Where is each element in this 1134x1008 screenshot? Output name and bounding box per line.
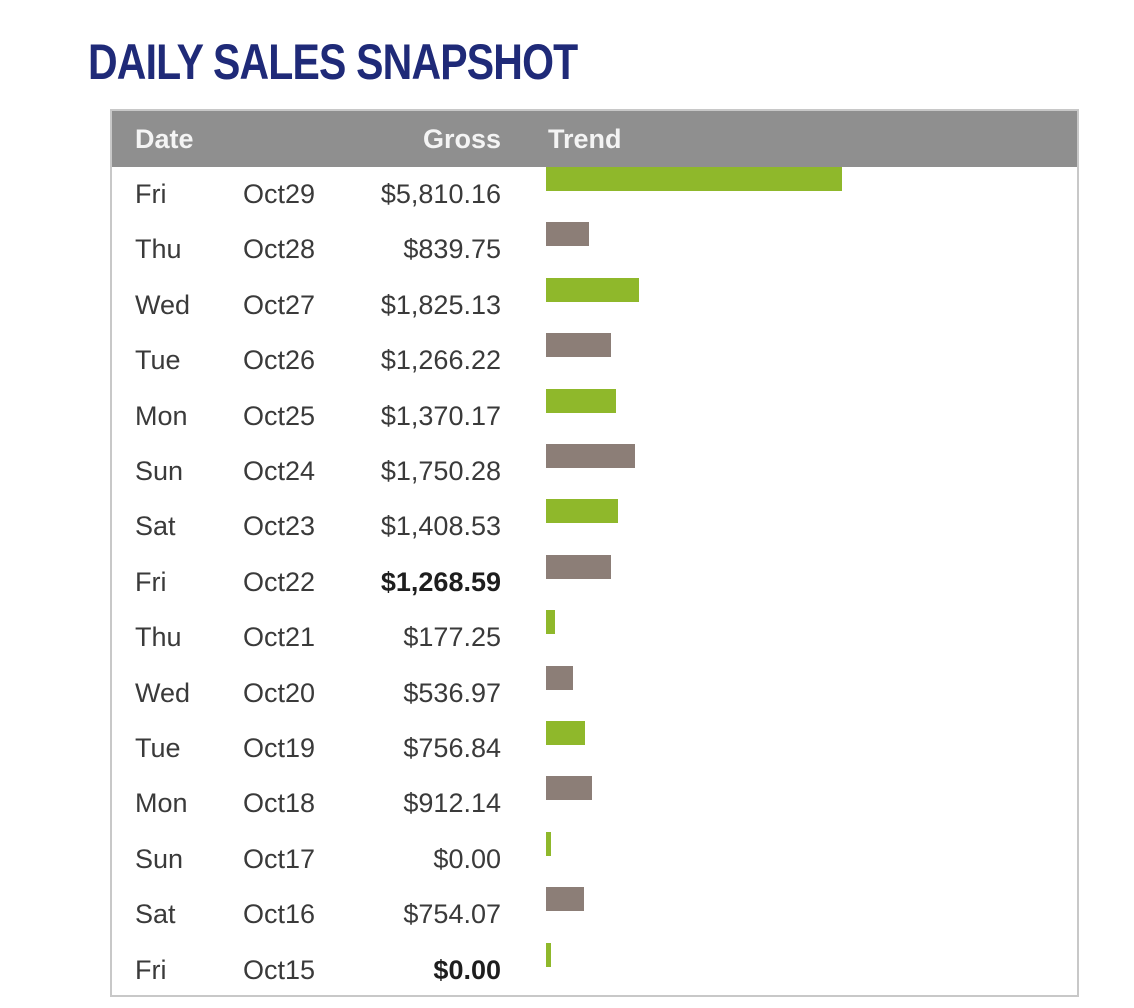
trend-bar (546, 499, 618, 524)
row-date: Oct25 (243, 400, 316, 431)
row-gross: $177.25 (403, 622, 501, 653)
table-row: Fri Oct22 $1,268.59 (112, 554, 1077, 610)
sales-table: Date Gross Trend Fri Oct29 $5,810.16 Thu Oct… (110, 109, 1079, 997)
trend-bar (546, 776, 593, 801)
header-gross: Gross (422, 124, 501, 154)
table-row: Mon Oct18 $912.14 (112, 776, 1077, 831)
row-date: Oct16 (243, 899, 316, 930)
trend-bar (546, 333, 611, 358)
row-day: Tue (135, 733, 181, 763)
trend-bar (546, 887, 585, 912)
row-gross: $536.97 (403, 677, 501, 708)
row-gross: $1,268.59 (380, 566, 501, 597)
row-gross: $839.75 (403, 234, 501, 265)
trend-bar (546, 444, 636, 468)
row-date: Oct15 (243, 954, 316, 985)
row-day: Sun (135, 843, 184, 874)
trend-bar (546, 665, 574, 690)
table-row: Wed Oct27 $1,825.13 (112, 277, 1077, 333)
trend-bar (546, 167, 842, 191)
row-gross: $0.00 (433, 954, 501, 985)
row-gross: $1,266.22 (380, 345, 501, 376)
row-date: Oct22 (243, 566, 316, 597)
row-gross: $1,408.53 (380, 511, 501, 542)
page-title: DAILY SALES SNAPSHOT (88, 34, 578, 90)
trend-bar (546, 721, 585, 745)
trend-bar (546, 942, 551, 967)
trend-bar (546, 610, 556, 635)
table-row: Tue Oct19 $756.84 (112, 721, 1077, 776)
table-row: Thu Oct21 $177.25 (112, 610, 1077, 665)
row-day: Mon (135, 400, 188, 431)
header-trend: Trend (548, 124, 622, 154)
row-day: Mon (135, 788, 188, 819)
row-day: Thu (135, 622, 182, 653)
table-row: Sun Oct17 $0.00 (112, 831, 1077, 887)
row-date: Oct17 (243, 843, 316, 874)
table-row: Tue Oct26 $1,266.22 (112, 333, 1077, 388)
row-date: Oct21 (243, 622, 316, 653)
row-date: Oct23 (243, 511, 316, 542)
table-header: Date Gross Trend (112, 111, 1077, 167)
trend-bar (546, 277, 639, 302)
row-date: Oct24 (243, 456, 316, 486)
row-date: Oct29 (243, 179, 316, 209)
row-day: Tue (135, 345, 181, 376)
trend-bar (546, 388, 616, 413)
table-row: Wed Oct20 $536.97 (112, 665, 1077, 721)
row-day: Sat (135, 899, 176, 930)
row-day: Fri (135, 954, 167, 985)
row-day: Wed (135, 677, 191, 708)
row-gross: $1,825.13 (380, 289, 501, 320)
row-date: Oct28 (243, 234, 316, 265)
table-row: Mon Oct25 $1,370.17 (112, 388, 1077, 444)
row-gross: $0.00 (433, 843, 501, 874)
trend-bar (546, 222, 589, 247)
table-row: Sat Oct16 $754.07 (112, 887, 1077, 942)
row-date: Oct18 (243, 788, 316, 819)
row-gross: $756.84 (403, 733, 501, 763)
trend-bar (546, 554, 611, 579)
row-gross: $912.14 (403, 788, 501, 819)
table-row: Sat Oct23 $1,408.53 (112, 499, 1077, 554)
table-row: Thu Oct28 $839.75 (112, 222, 1077, 277)
row-day: Sat (135, 511, 176, 542)
row-gross: $1,370.17 (380, 400, 501, 431)
row-gross: $5,810.16 (380, 179, 501, 209)
row-date: Oct19 (243, 733, 316, 763)
row-day: Sun (135, 456, 184, 486)
table-row: Fri Oct29 $5,810.16 (112, 167, 1077, 222)
row-date: Oct20 (243, 677, 316, 708)
row-date: Oct27 (243, 289, 316, 320)
row-date: Oct26 (243, 345, 316, 376)
table-row: Sun Oct24 $1,750.28 (112, 444, 1077, 499)
row-gross: $754.07 (403, 899, 501, 930)
row-day: Wed (135, 289, 191, 320)
trend-bar (546, 831, 551, 856)
row-day: Fri (135, 179, 167, 209)
row-gross: $1,750.28 (380, 456, 501, 486)
header-date: Date (135, 124, 194, 154)
row-day: Fri (135, 566, 167, 597)
table-row: Fri Oct15 $0.00 (112, 942, 1077, 998)
row-day: Thu (135, 234, 182, 265)
